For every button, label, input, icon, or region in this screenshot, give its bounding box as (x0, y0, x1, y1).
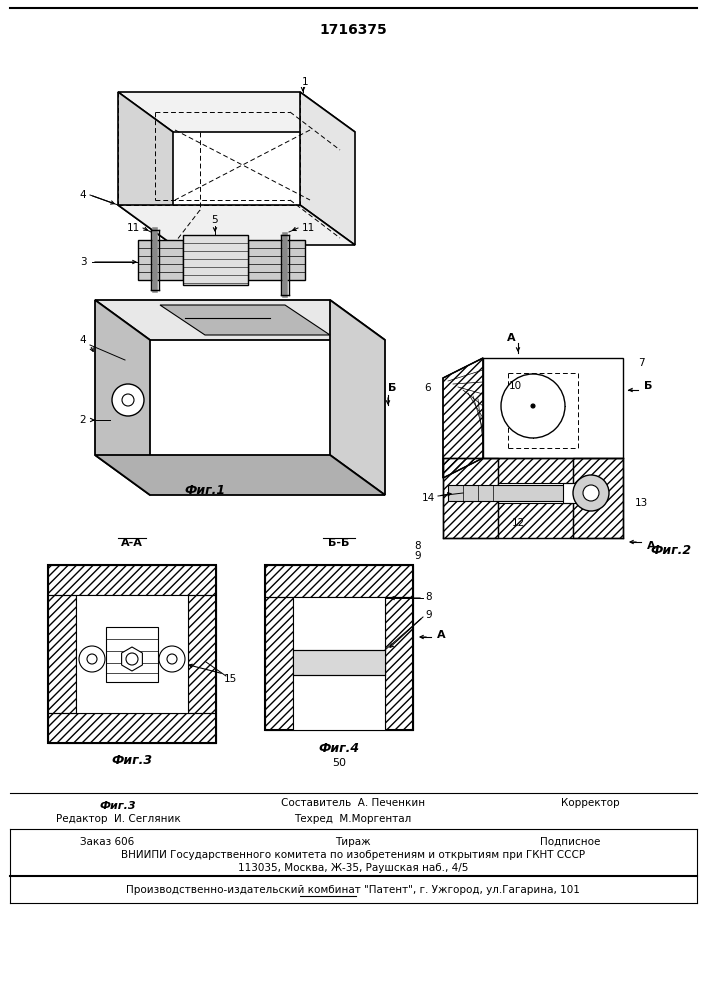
Text: Б: Б (388, 383, 396, 393)
Text: Корректор: Корректор (561, 798, 619, 808)
Polygon shape (248, 240, 305, 280)
Polygon shape (448, 485, 573, 501)
Polygon shape (265, 565, 413, 730)
Text: 8: 8 (426, 592, 432, 602)
Polygon shape (122, 647, 142, 671)
Circle shape (501, 374, 565, 438)
Circle shape (531, 404, 535, 408)
Text: 50: 50 (332, 758, 346, 768)
Text: 9: 9 (426, 610, 432, 620)
Text: ВНИИПИ Государственного комитета по изобретениям и открытиям при ГКНТ СССР: ВНИИПИ Государственного комитета по изоб… (121, 850, 585, 860)
Text: 12: 12 (511, 518, 525, 528)
Circle shape (112, 384, 144, 416)
Polygon shape (95, 300, 385, 340)
Polygon shape (300, 92, 355, 245)
Polygon shape (118, 205, 355, 245)
Text: A: A (437, 630, 445, 640)
Text: Фиг.1: Фиг.1 (185, 484, 226, 496)
Circle shape (573, 475, 609, 511)
Text: 113035, Москва, Ж-35, Раушская наб., 4/5: 113035, Москва, Ж-35, Раушская наб., 4/5 (238, 863, 468, 873)
Text: 9: 9 (415, 551, 421, 561)
Text: Производственно-издательский комбинат "Патент", г. Ужгород, ул.Гагарина, 101: Производственно-издательский комбинат "П… (126, 885, 580, 895)
Text: Б-Б: Б-Б (328, 538, 350, 548)
Polygon shape (293, 650, 385, 675)
Text: Фиг.3: Фиг.3 (100, 801, 136, 811)
Circle shape (167, 654, 177, 664)
Text: 6: 6 (425, 383, 431, 393)
Polygon shape (76, 595, 188, 713)
Text: Б: Б (644, 381, 652, 391)
Text: Тираж: Тираж (335, 837, 370, 847)
Polygon shape (483, 358, 623, 458)
Text: 8: 8 (415, 541, 421, 551)
Text: 11: 11 (301, 223, 315, 233)
Text: Фиг.3: Фиг.3 (112, 754, 153, 768)
Text: 15: 15 (223, 674, 237, 684)
Polygon shape (330, 300, 385, 495)
Text: 7: 7 (638, 358, 644, 368)
Text: A-A: A-A (121, 538, 143, 548)
Text: Редактор  И. Сегляник: Редактор И. Сегляник (56, 814, 180, 824)
Text: Фиг.4: Фиг.4 (318, 742, 360, 754)
Text: 1716375: 1716375 (319, 23, 387, 37)
Text: 1: 1 (302, 77, 308, 87)
Text: Заказ 606: Заказ 606 (80, 837, 134, 847)
Polygon shape (293, 597, 385, 730)
Polygon shape (138, 240, 183, 280)
Polygon shape (563, 483, 576, 503)
Circle shape (79, 646, 105, 672)
Polygon shape (48, 565, 216, 743)
Polygon shape (183, 235, 248, 285)
Circle shape (87, 654, 97, 664)
Polygon shape (95, 455, 385, 495)
Circle shape (126, 653, 138, 665)
Polygon shape (160, 305, 330, 335)
Circle shape (122, 394, 134, 406)
Text: Техред  М.Моргентал: Техред М.Моргентал (294, 814, 411, 824)
Text: 3: 3 (80, 257, 86, 267)
Text: 14: 14 (421, 493, 435, 503)
Text: A: A (507, 333, 515, 343)
Text: Подписное: Подписное (540, 837, 600, 847)
Circle shape (583, 485, 599, 501)
Text: 13: 13 (634, 498, 648, 508)
Polygon shape (118, 92, 355, 132)
Text: 4: 4 (80, 335, 86, 345)
Polygon shape (443, 358, 483, 478)
Text: A: A (647, 541, 655, 551)
Polygon shape (106, 627, 158, 682)
Text: 2: 2 (80, 415, 86, 425)
Text: 11: 11 (127, 223, 139, 233)
Text: Фиг.2: Фиг.2 (650, 544, 691, 556)
Text: 5: 5 (211, 215, 218, 225)
Text: 10: 10 (508, 381, 522, 391)
Text: Составитель  А. Печенкин: Составитель А. Печенкин (281, 798, 425, 808)
Text: 4: 4 (80, 190, 86, 200)
Circle shape (159, 646, 185, 672)
Polygon shape (95, 300, 150, 495)
Polygon shape (118, 92, 173, 245)
